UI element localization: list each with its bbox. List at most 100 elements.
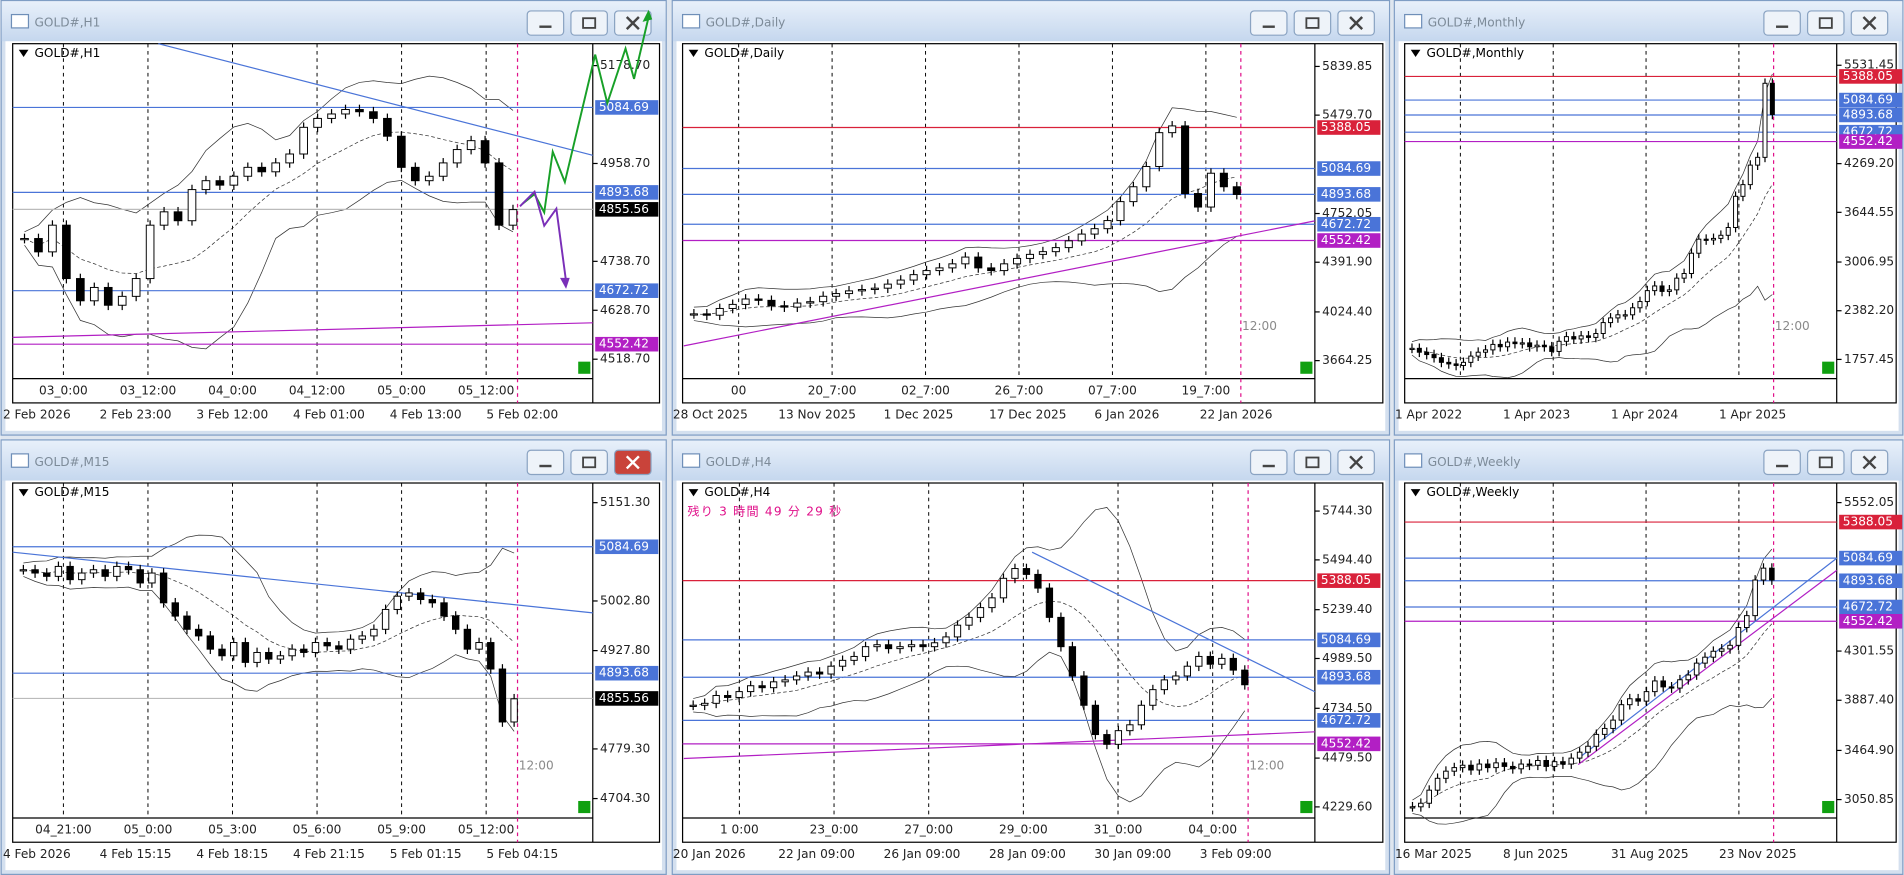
candle-body (1011, 568, 1019, 579)
countdown: 残り 3 時間 49 分 29 秒 (687, 505, 842, 519)
window-icon (1404, 13, 1423, 29)
chart-frame (1404, 482, 1897, 843)
button-glyph (1862, 16, 1877, 30)
y-tick-label: 4628.70 (600, 303, 650, 317)
candle-body (19, 569, 28, 572)
candle-body (124, 565, 133, 571)
window-button-min[interactable] (1763, 449, 1801, 476)
chart-frame (12, 43, 661, 404)
level-label-box (1839, 550, 1903, 566)
window-button-max[interactable] (1293, 449, 1332, 476)
candle-body (148, 572, 156, 584)
candle-body (243, 166, 253, 177)
candle-body (1637, 301, 1643, 309)
y-tick-label: 5744.30 (1322, 504, 1372, 518)
time-label-bottom: 5 Feb 01:15 (390, 847, 462, 861)
candle-body (919, 644, 927, 648)
window-button-max[interactable] (1806, 10, 1845, 36)
candle-body (1563, 336, 1569, 342)
window-button-min[interactable] (526, 449, 565, 476)
candle-body (1416, 347, 1422, 353)
candle-body (300, 648, 308, 653)
candle-body (1183, 665, 1191, 677)
y-tick-label: 4704.30 (600, 791, 650, 805)
forecast-arrow-green (521, 16, 650, 216)
candle-body (508, 209, 518, 226)
candle-body (76, 278, 85, 302)
candle-body (1512, 341, 1518, 345)
time-label-bottom: 4 Feb 21:15 (293, 847, 365, 861)
time-label-bottom: 1 Dec 2025 (884, 408, 954, 422)
candle-body (1541, 344, 1547, 348)
candle-body (276, 655, 285, 660)
candle-body (724, 695, 732, 698)
window-button-max[interactable] (570, 449, 608, 476)
level-label-box (595, 185, 659, 200)
window-icon (10, 13, 30, 29)
candle-body (1155, 132, 1164, 167)
window-button-min[interactable] (1763, 10, 1801, 36)
window-button-max[interactable] (1293, 10, 1332, 36)
candle-body (1527, 342, 1533, 348)
candle-body (896, 279, 905, 285)
candle-body (728, 303, 737, 309)
symbol-label: GOLD#,Daily (704, 46, 784, 60)
candle-body (689, 704, 697, 707)
candle-body (735, 691, 743, 698)
candle-body (1025, 253, 1035, 259)
candle-body (769, 681, 778, 689)
level-label-box (1839, 107, 1903, 123)
level-label: 4552.42 (1843, 614, 1893, 628)
candle-body (1622, 314, 1628, 317)
chart-area (676, 480, 1386, 871)
level-label: 5388.05 (1843, 515, 1893, 529)
candle-body (1543, 760, 1549, 767)
time-label-bottom: 16 Mar 2025 (1395, 847, 1472, 861)
window-button-min[interactable] (1249, 10, 1288, 36)
band-line (1411, 285, 1773, 379)
candle-body (1601, 727, 1608, 735)
level-label: 4893.68 (1321, 187, 1371, 201)
candle-body (1103, 734, 1111, 745)
chart-area (5, 480, 662, 871)
candle-body (1585, 745, 1591, 753)
candle-body (873, 644, 881, 648)
candle-body (1576, 751, 1583, 759)
chart-window: GOLD#,Daily 00 20_7:00 02_7:00 26_7:00 07_7:0… (671, 0, 1391, 436)
chart-area (5, 41, 662, 431)
candle-body (1711, 237, 1717, 241)
button-glyph (1818, 17, 1833, 29)
level-label: 4672.72 (1321, 217, 1371, 231)
time-label-bottom: 31 Aug 2025 (1611, 847, 1689, 861)
candle-body (1077, 233, 1086, 242)
window-button-min[interactable] (1249, 449, 1288, 476)
candle-body (922, 270, 931, 276)
candle-body (66, 565, 74, 581)
button-glyph (1305, 456, 1320, 469)
candle-body (54, 565, 63, 577)
candle-body (1600, 322, 1606, 334)
symbol-label: GOLD#,M15 (35, 485, 110, 499)
candle-body (741, 298, 750, 305)
window-button-max[interactable] (570, 10, 608, 36)
y-tick-label: 4927.80 (600, 643, 650, 657)
window-button-min[interactable] (526, 10, 565, 36)
chart-area (1398, 480, 1899, 871)
time-label-top: 05_0:00 (377, 383, 426, 397)
window-button-max[interactable] (1806, 449, 1845, 476)
status-square (578, 800, 591, 814)
candle-body (510, 698, 518, 723)
candle-body (1497, 343, 1503, 348)
candle-body (215, 180, 225, 186)
candle-body (48, 224, 57, 253)
time-label-bottom: 4 Feb 01:00 (293, 408, 365, 422)
level-label-box (1839, 69, 1903, 84)
time-marker: 12:00 (1249, 758, 1284, 772)
title-bar (1, 1, 666, 42)
time-label-top: 04_0:00 (208, 383, 257, 397)
candle-body (953, 624, 962, 638)
candle-body (31, 569, 39, 574)
candle-body (438, 162, 448, 177)
y-tick-label: 5552.05 (1844, 495, 1894, 509)
time-label-bottom: 1 Apr 2023 (1503, 408, 1570, 422)
